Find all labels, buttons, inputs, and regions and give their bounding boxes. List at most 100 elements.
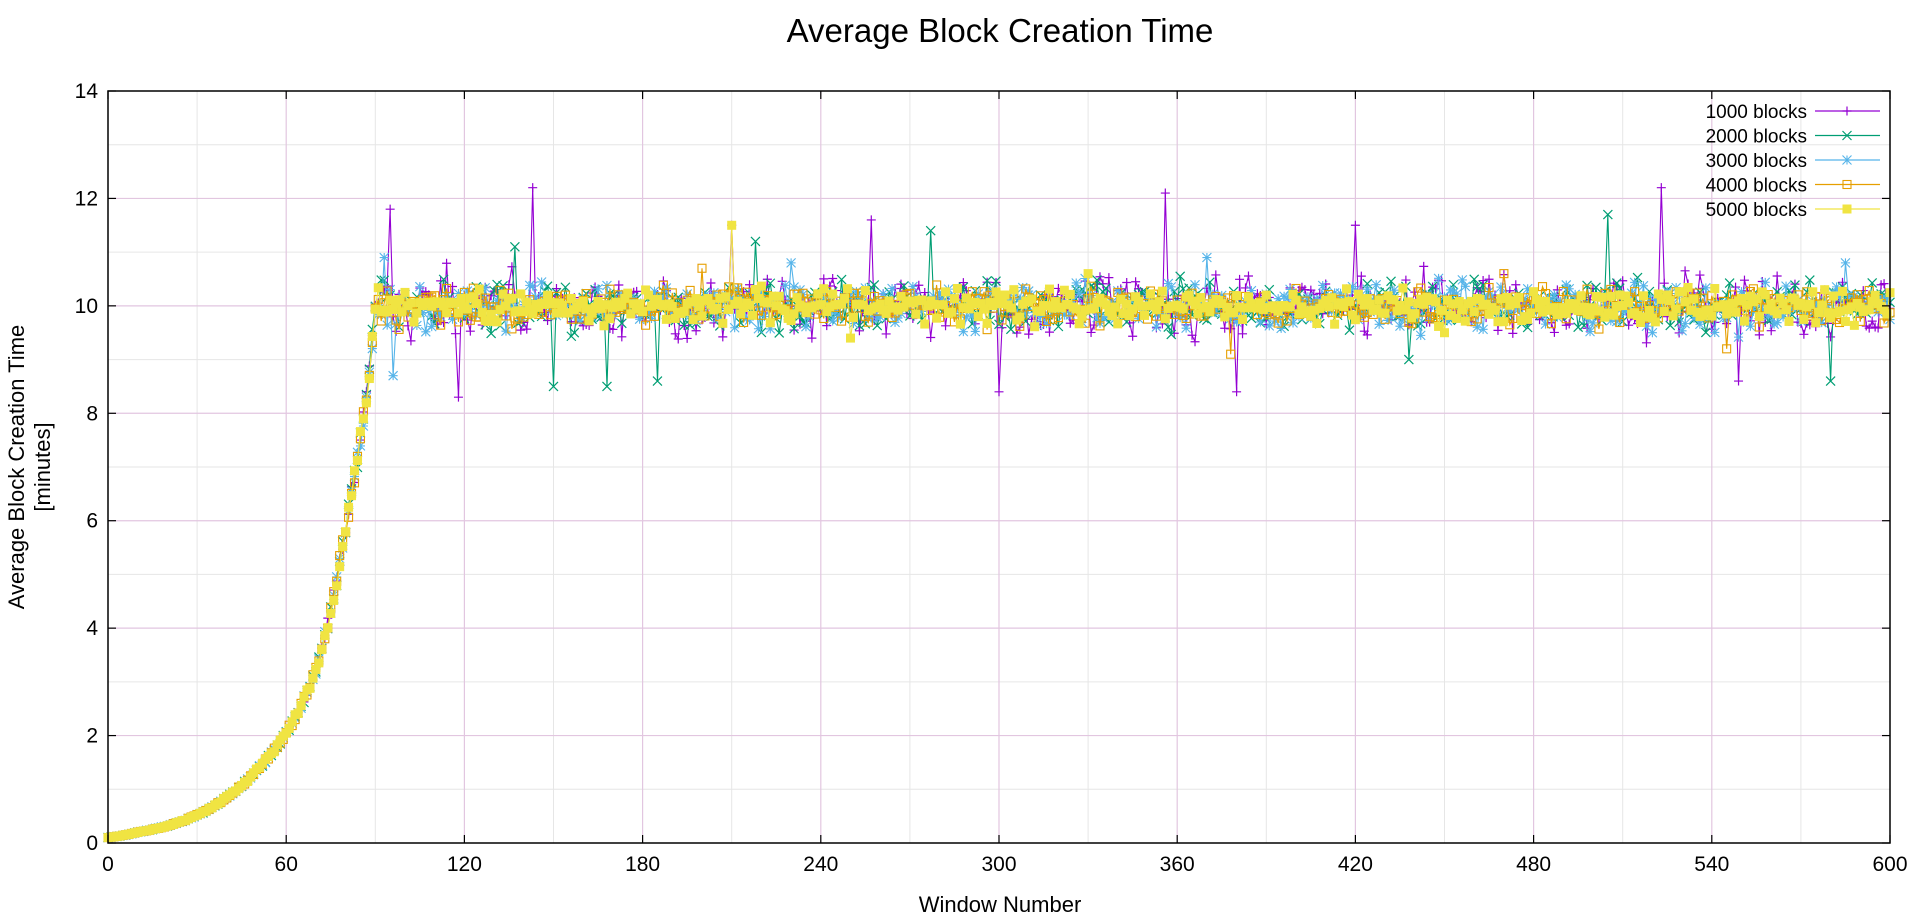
data-point (1842, 204, 1852, 214)
data-point (1448, 287, 1459, 298)
data-point (435, 311, 446, 322)
data-point (893, 313, 903, 323)
data-point (967, 310, 978, 321)
data-point (1454, 297, 1464, 307)
data-point (1710, 284, 1720, 294)
data-point (495, 305, 505, 315)
data-point (908, 298, 918, 308)
data-point (848, 318, 859, 329)
data-point (1264, 321, 1275, 331)
data-point (1570, 289, 1581, 300)
data-point (941, 321, 951, 331)
data-point (438, 274, 449, 285)
data-point (875, 311, 886, 322)
data-point (729, 322, 740, 333)
data-point (907, 281, 918, 292)
data-point (837, 316, 847, 326)
data-point (575, 314, 585, 324)
data-point (1065, 310, 1076, 320)
data-point (1089, 303, 1099, 313)
data-point (447, 314, 458, 325)
data-point (1781, 281, 1791, 291)
data-point (1611, 316, 1622, 327)
data-point (1659, 306, 1669, 316)
data-point (970, 297, 980, 307)
x-tick-label: 180 (625, 853, 660, 876)
data-point (509, 241, 520, 252)
data-point (768, 291, 778, 301)
data-point (513, 306, 523, 316)
data-point (1529, 287, 1539, 297)
y-tick-label: 6 (86, 510, 98, 533)
data-point (1095, 321, 1105, 331)
data-point (1071, 278, 1082, 288)
legend-label: 2000 blocks (1706, 127, 1807, 148)
data-point (1864, 323, 1874, 333)
data-point (673, 292, 684, 303)
data-point (1285, 302, 1295, 312)
data-point (1724, 278, 1735, 288)
data-point (762, 298, 772, 308)
data-point (507, 293, 517, 303)
data-point (1074, 288, 1085, 299)
data-point (744, 315, 755, 325)
data-point (976, 299, 986, 309)
data-point (1440, 328, 1449, 338)
data-point (1739, 275, 1749, 285)
data-point (617, 300, 627, 310)
data-point (1137, 301, 1147, 311)
data-point (679, 306, 689, 316)
data-point (471, 298, 481, 308)
data-point (1814, 307, 1824, 317)
data-point (1630, 287, 1640, 297)
data-point (1226, 349, 1236, 359)
data-point (1050, 297, 1060, 307)
data-point (329, 595, 339, 605)
data-point (913, 301, 924, 311)
data-point (1472, 322, 1483, 333)
data-point (1306, 311, 1316, 321)
data-point (1092, 312, 1102, 323)
data-point (388, 370, 399, 381)
data-point (1466, 296, 1476, 306)
data-point (1210, 307, 1221, 318)
data-point (1258, 305, 1268, 315)
data-point (1733, 332, 1744, 343)
data-point (1403, 354, 1414, 365)
data-point (1579, 302, 1589, 312)
data-point (1226, 324, 1236, 334)
data-point (1879, 318, 1889, 328)
data-point (1620, 306, 1631, 317)
data-point (1594, 306, 1604, 316)
y-axis-unit: [minutes] (30, 422, 55, 511)
data-point (566, 293, 576, 303)
data-point (1558, 286, 1568, 297)
data-point (1638, 291, 1648, 301)
data-point (1487, 291, 1497, 302)
data-point (1842, 155, 1852, 165)
data-point (1101, 300, 1111, 310)
data-point (1683, 282, 1693, 292)
data-point (685, 297, 695, 307)
legend-label: 5000 blocks (1706, 200, 1807, 221)
data-point (1166, 329, 1177, 340)
data-point (1404, 297, 1414, 307)
data-point (492, 295, 502, 306)
data-point (1469, 307, 1479, 317)
data-point (1416, 283, 1426, 293)
data-point (1552, 285, 1562, 295)
data-point (857, 300, 867, 310)
data-point (1362, 330, 1372, 340)
data-point (721, 292, 731, 302)
data-point (1722, 309, 1732, 319)
data-point (1790, 280, 1800, 291)
data-point (1879, 279, 1889, 289)
data-point (1362, 294, 1372, 304)
data-point (385, 204, 395, 214)
data-point (1154, 297, 1164, 307)
data-point (1760, 277, 1771, 288)
data-point (1846, 293, 1856, 303)
data-point (753, 323, 764, 334)
data-point (1739, 316, 1749, 326)
x-tick-label: 300 (981, 853, 1016, 876)
